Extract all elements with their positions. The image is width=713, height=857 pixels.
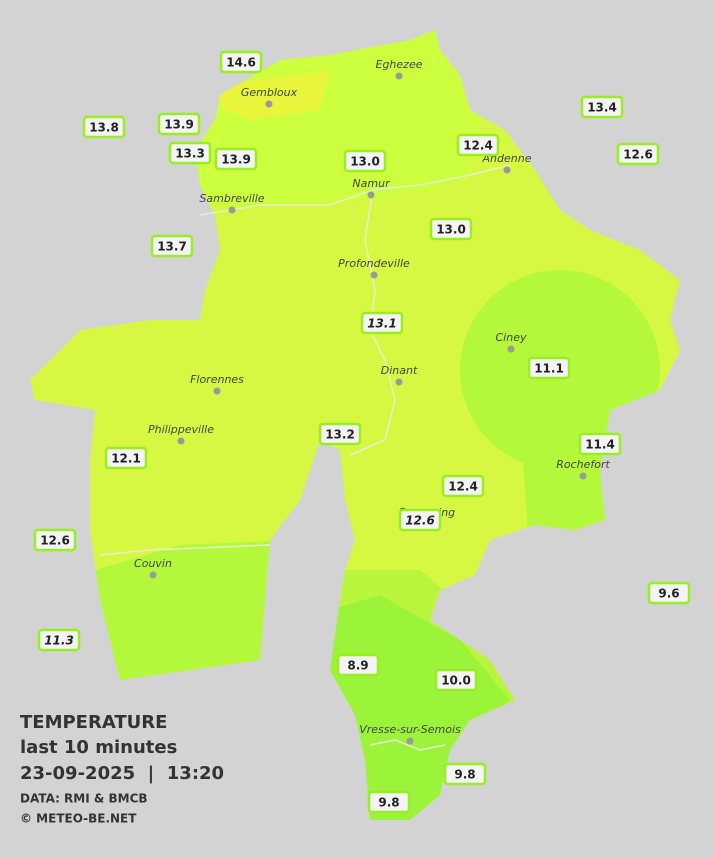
station-box	[214, 147, 258, 171]
station-box	[37, 628, 81, 652]
station-box	[443, 762, 487, 786]
station-value: 13.0	[350, 155, 380, 169]
city-name: Rochefort	[556, 458, 610, 471]
station-value: 13.0	[436, 223, 466, 237]
city-dot	[507, 345, 515, 353]
city-name: Couvin	[134, 557, 172, 570]
city-name: Ciney	[496, 331, 527, 344]
station-box	[456, 133, 500, 157]
station-box	[157, 112, 201, 136]
city-name: Namur	[352, 177, 391, 190]
legend-subtitle: last 10 minutes	[20, 737, 177, 758]
station-value: 12.6	[405, 514, 435, 528]
city-dot	[228, 206, 236, 214]
city-name: Gembloux	[241, 86, 298, 99]
station-value: 11.1	[534, 362, 564, 376]
city-name: Philippeville	[148, 423, 214, 436]
station-box	[219, 50, 263, 74]
city-dot	[177, 437, 185, 445]
station-box	[398, 508, 442, 532]
station-box	[336, 653, 380, 677]
station-box	[104, 446, 148, 470]
city-name: Sambreville	[199, 192, 264, 205]
city-dot	[395, 378, 403, 386]
station-value: 12.4	[463, 139, 493, 153]
stations: 14.6 13.8 13.9 13.3 13.9 13.0 12.4 13.4 12.6 13.7…	[33, 50, 691, 814]
station-value: 11.4	[585, 438, 615, 452]
station-box	[168, 141, 212, 165]
station-value: 11.3	[44, 634, 74, 648]
river	[99, 544, 271, 556]
station-value: 8.9	[347, 659, 368, 673]
city-dot	[149, 571, 157, 579]
station-box	[367, 790, 411, 814]
city-name: Vresse-sur-Semois	[359, 723, 461, 736]
station-value: 9.6	[658, 587, 679, 601]
city-name: Florennes	[190, 373, 244, 386]
station-box	[527, 356, 571, 380]
river	[199, 164, 511, 216]
station-box	[318, 422, 362, 446]
zone	[180, 70, 330, 120]
rivers	[99, 164, 511, 751]
station-value: 12.6	[40, 534, 70, 548]
river	[349, 194, 396, 456]
legend-title: TEMPERATURE	[20, 712, 167, 733]
station-box	[441, 474, 485, 498]
station-box	[647, 581, 691, 605]
station-value: 13.8	[89, 121, 119, 135]
station-value: 13.9	[164, 118, 194, 132]
city-dot	[265, 100, 273, 108]
city-dot	[370, 271, 378, 279]
legend-copyright: © METEO-BE.NET	[20, 812, 137, 826]
legend-source: DATA: RMI & BMCB	[20, 792, 148, 806]
city-dot	[579, 472, 587, 480]
city-name: Eghezee	[376, 58, 423, 71]
station-box	[616, 142, 660, 166]
city-dot	[367, 191, 375, 199]
station-value: 10.0	[441, 674, 471, 688]
station-value: 13.9	[221, 153, 251, 167]
station-box	[434, 668, 478, 692]
station-value: 13.2	[325, 428, 355, 442]
station-value: 12.4	[448, 480, 478, 494]
station-value: 13.7	[157, 240, 187, 254]
city-name: Dinant	[381, 364, 418, 377]
station-box	[343, 149, 387, 173]
legend-datetime: 23-09-2025 | 13:20	[20, 763, 224, 784]
station-value: 13.3	[175, 147, 205, 161]
station-value: 12.6	[623, 148, 653, 162]
station-box	[578, 432, 622, 456]
station-value: 9.8	[454, 768, 475, 782]
station-box	[580, 95, 624, 119]
river	[369, 739, 446, 751]
station-box	[33, 528, 77, 552]
city-name: Profondeville	[338, 257, 410, 270]
station-box	[429, 217, 473, 241]
station-box	[150, 234, 194, 258]
station-value: 13.1	[367, 317, 397, 331]
city-dot	[406, 737, 414, 745]
city-dot	[395, 72, 403, 80]
city-dot	[213, 387, 221, 395]
zone	[60, 540, 290, 700]
station-value: 13.4	[587, 101, 617, 115]
station-value: 14.6	[226, 56, 256, 70]
station-box	[360, 311, 404, 335]
station-value: 9.8	[378, 796, 399, 810]
station-box	[82, 115, 126, 139]
legend: TEMPERATURE last 10 minutes 23-09-2025 |…	[20, 712, 224, 826]
station-value: 12.1	[111, 452, 141, 466]
city-dot	[503, 166, 511, 174]
